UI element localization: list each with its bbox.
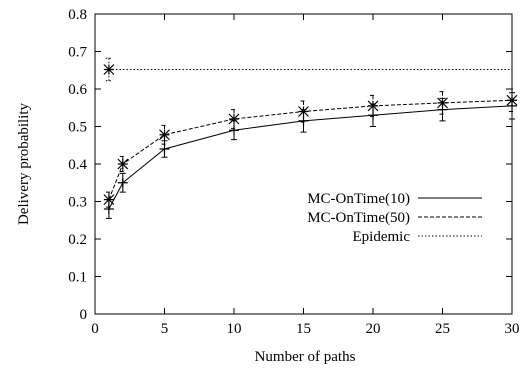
y-tick-label: 0 xyxy=(80,307,88,323)
data-point xyxy=(159,144,170,154)
data-point xyxy=(229,125,239,136)
y-tick-label: 0.4 xyxy=(68,157,87,173)
y-tick-label: 0.8 xyxy=(68,7,87,23)
series-epidemic xyxy=(103,57,512,82)
data-point xyxy=(298,106,309,117)
legend-label: MC-OnTime(50) xyxy=(307,210,410,226)
error-bar xyxy=(509,88,515,112)
data-point xyxy=(506,94,518,106)
error-bar xyxy=(439,91,446,115)
data-point xyxy=(367,100,379,112)
y-tick-label: 0.7 xyxy=(68,45,87,61)
data-point xyxy=(103,64,115,75)
y-tick-label: 0.5 xyxy=(68,120,87,136)
x-tick-label: 15 xyxy=(296,321,311,337)
plot-frame xyxy=(94,13,513,315)
series-layer xyxy=(103,57,518,219)
legend: MC-OnTime(10) MC-OnTime(50) Epidemic xyxy=(307,191,482,245)
x-tick-label: 30 xyxy=(505,321,520,337)
x-tick-label: 25 xyxy=(435,321,450,337)
y-axis-label: Delivery probability xyxy=(16,102,32,225)
plot-area: 0 5 10 15 20 25 30 0 0.1 0.2 0.3 0.4 0.5 0.6 0.7 0.8 xyxy=(68,7,519,337)
legend-label: Epidemic xyxy=(353,229,411,245)
x-tick-label: 0 xyxy=(91,321,99,337)
x-tick-label: 20 xyxy=(366,321,381,337)
error-bar xyxy=(300,100,307,123)
series-mc-ontime-50 xyxy=(103,88,518,208)
x-tick-label: 10 xyxy=(227,321,242,337)
y-tick-label: 0.6 xyxy=(68,82,87,98)
data-point xyxy=(117,158,129,170)
x-axis-label: Number of paths xyxy=(255,349,356,365)
error-bar xyxy=(370,94,376,117)
data-point xyxy=(437,97,448,109)
y-tick-label: 0.1 xyxy=(68,270,87,286)
series-line xyxy=(108,99,513,200)
legend-label: MC-OnTime(10) xyxy=(307,191,410,207)
data-point xyxy=(117,177,128,188)
y-tick-label: 0.3 xyxy=(68,195,87,211)
series-line xyxy=(108,105,513,210)
data-point xyxy=(159,129,170,141)
data-point xyxy=(228,113,240,125)
x-tick-label: 5 xyxy=(161,321,169,337)
data-point xyxy=(103,194,115,206)
y-tick-label: 0.2 xyxy=(68,232,87,248)
